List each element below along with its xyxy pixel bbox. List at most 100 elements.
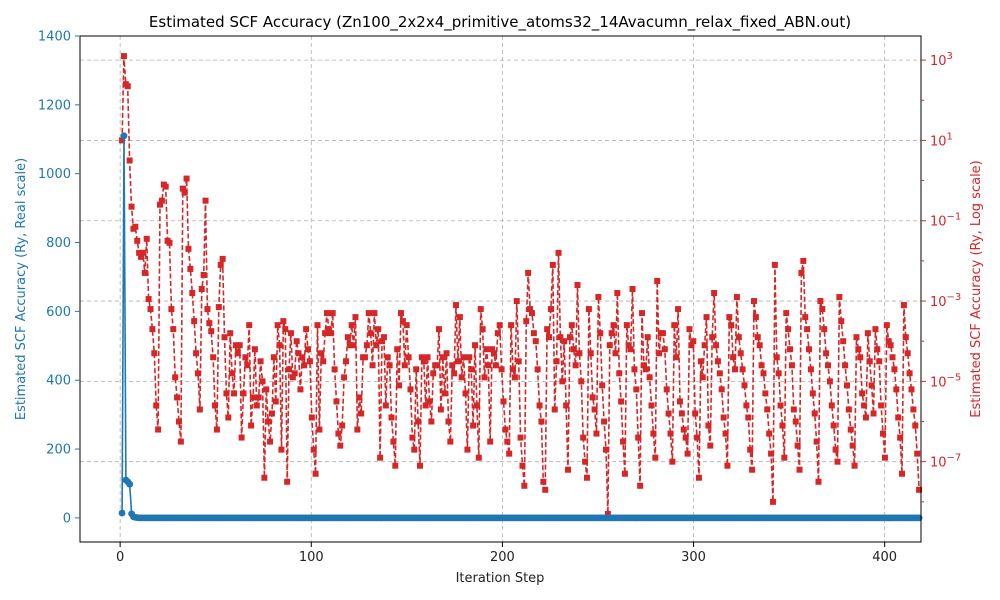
log-series-point (656, 350, 663, 357)
log-series-point (893, 386, 900, 393)
log-series-point (204, 306, 211, 313)
log-series-point (278, 446, 285, 453)
log-series-point (726, 314, 733, 321)
x-axis-ticks: 0 100 200 300 400 (116, 542, 897, 565)
log-series-point (384, 354, 391, 361)
left-tick-label: 0 (63, 511, 71, 526)
log-series-point (754, 334, 761, 341)
log-series-point (606, 342, 613, 349)
log-series-point (595, 294, 602, 301)
log-series-point (244, 362, 251, 369)
log-series-point (280, 318, 287, 325)
log-series-point (845, 406, 852, 413)
log-series-point (561, 338, 568, 345)
log-series-point (745, 414, 752, 421)
log-series-point (623, 322, 630, 329)
log-series-point (692, 410, 699, 417)
log-series-point (568, 322, 575, 329)
log-series-point (807, 366, 814, 373)
log-series-point (477, 306, 484, 313)
log-series-point (739, 366, 746, 373)
left-tick-label: 1400 (38, 30, 71, 45)
log-series-point (358, 410, 365, 417)
log-series-point (405, 354, 412, 361)
log-series-point (593, 430, 600, 437)
log-series-point (768, 450, 775, 457)
log-series-point (722, 430, 729, 437)
log-series-point (303, 326, 310, 333)
left-tick-label: 200 (46, 443, 71, 458)
log-series-point (904, 350, 911, 357)
log-series-point (532, 338, 539, 345)
log-series-point (251, 346, 258, 353)
log-series-point (576, 350, 583, 357)
right-tick-label: 10−3 (930, 292, 961, 310)
log-series-point (399, 318, 406, 325)
log-series-point (883, 322, 890, 329)
log-series-point (730, 354, 737, 361)
log-series-point (741, 382, 748, 389)
log-series-point (314, 322, 321, 329)
log-series-point (136, 249, 143, 256)
log-series-point (853, 334, 860, 341)
log-series-point (185, 245, 192, 252)
left-tick-label: 800 (46, 236, 71, 251)
log-series-point (335, 430, 342, 437)
log-series-point (202, 197, 209, 204)
log-series-point (371, 310, 378, 317)
log-series-point (897, 434, 904, 441)
log-series-point (506, 450, 513, 457)
log-series-point (633, 386, 640, 393)
log-series-point (324, 310, 331, 317)
left-axis-ticks: 0 200 400 600 800 1000 1200 1400 (38, 30, 80, 526)
log-series-point (138, 253, 145, 260)
log-series-point (881, 454, 888, 461)
log-series-point (711, 290, 718, 297)
log-series-point (445, 418, 452, 425)
log-series-point (648, 402, 655, 409)
log-series-point (293, 338, 300, 345)
log-series-point (733, 294, 740, 301)
log-series-point (166, 239, 173, 246)
log-series-point (549, 261, 556, 268)
log-series-point (141, 269, 148, 276)
log-series-point (635, 434, 642, 441)
log-series-point (198, 286, 205, 292)
log-series-point (210, 354, 217, 361)
log-series-point (352, 314, 359, 321)
log-series-point (456, 314, 463, 321)
log-series-point (325, 326, 332, 333)
log-series-point (800, 257, 807, 264)
log-series-point (806, 346, 813, 353)
log-series-point (908, 386, 915, 393)
log-series-point (466, 354, 473, 361)
log-series-point (874, 346, 881, 353)
log-series-point (859, 390, 866, 397)
log-series-point (308, 414, 315, 421)
log-series-point (899, 470, 906, 477)
log-series-point (291, 370, 298, 377)
log-series-point (494, 330, 501, 337)
right-axis-ticks: 103 101 10−1 10−3 10−5 10−7 (921, 51, 961, 503)
log-series-point (885, 338, 892, 345)
log-series-point (557, 334, 564, 341)
log-series-point (396, 382, 403, 389)
log-series-point (225, 414, 232, 421)
real-series-point (118, 509, 126, 517)
log-series-point (530, 330, 537, 337)
log-series-point (811, 410, 818, 417)
log-series-point (589, 394, 596, 401)
log-series-point (508, 322, 515, 329)
log-series-point (527, 306, 534, 313)
log-series-point (454, 358, 461, 365)
log-series-point (760, 370, 767, 377)
log-series-point (771, 261, 778, 268)
log-series-point (872, 326, 879, 333)
log-series-point (703, 314, 710, 321)
log-series-point (415, 418, 422, 425)
log-series-point (365, 310, 372, 317)
log-series-point (162, 183, 169, 190)
log-series-point (601, 418, 608, 425)
log-series-point (426, 398, 433, 405)
log-series-point (629, 286, 636, 292)
